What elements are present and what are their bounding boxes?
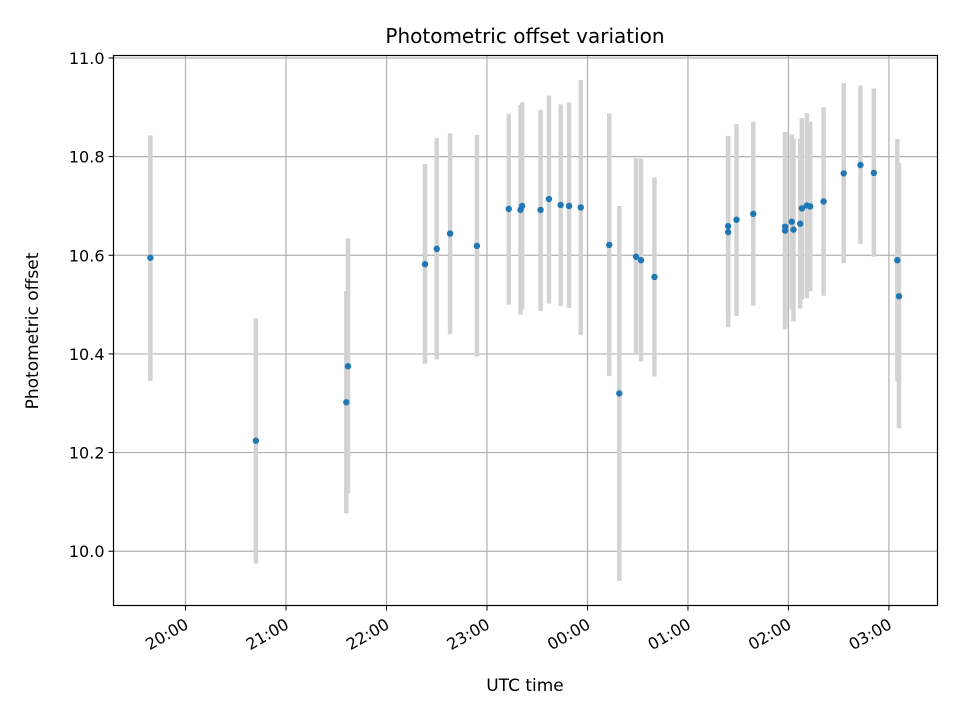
- data-point: [820, 198, 827, 205]
- data-point: [473, 242, 481, 250]
- chart-title: Photometric offset variation: [385, 24, 664, 48]
- data-point: [565, 202, 573, 210]
- data-points: [147, 161, 903, 444]
- data-point: [632, 253, 640, 260]
- y-tick-label: 10.4: [69, 345, 105, 364]
- y-tick-label: 10.0: [69, 542, 105, 561]
- data-point: [724, 228, 732, 236]
- data-point: [781, 223, 789, 230]
- plot-frame: [112, 54, 939, 607]
- data-point: [557, 201, 564, 209]
- y-axis: 10.0 10.2 10.4 10.6 10.8 11.0: [69, 49, 114, 561]
- data-point: [733, 216, 740, 223]
- data-point: [545, 195, 553, 203]
- data-point: [606, 241, 613, 249]
- data-point: [796, 220, 804, 227]
- data-point: [637, 257, 645, 264]
- data-point: [433, 245, 440, 253]
- data-point: [147, 254, 154, 261]
- data-point: [343, 399, 350, 406]
- data-point: [518, 202, 526, 210]
- data-point: [505, 205, 512, 213]
- data-point: [870, 169, 878, 177]
- data-point: [790, 226, 797, 233]
- data-point: [724, 222, 732, 230]
- y-tick-label: 10.6: [69, 246, 105, 265]
- data-point: [446, 230, 454, 237]
- data-point: [750, 210, 757, 218]
- data-point: [798, 205, 806, 212]
- data-point: [788, 218, 795, 225]
- data-point: [651, 273, 658, 281]
- data-point: [252, 437, 260, 444]
- y-axis-label: Photometric offset: [23, 252, 43, 409]
- data-point: [895, 293, 903, 300]
- data-point: [857, 161, 864, 169]
- data-point: [537, 206, 544, 214]
- data-point: [344, 363, 352, 370]
- y-tick-label: 11.0: [69, 49, 105, 68]
- data-point: [807, 203, 814, 210]
- data-point: [577, 204, 584, 211]
- x-axis-label: UTC time: [486, 676, 564, 696]
- y-tick-label: 10.2: [69, 444, 105, 463]
- y-tick-label: 10.8: [69, 148, 105, 167]
- data-point: [421, 260, 429, 268]
- data-point: [894, 257, 901, 264]
- data-point: [616, 390, 623, 397]
- data-point: [840, 170, 847, 177]
